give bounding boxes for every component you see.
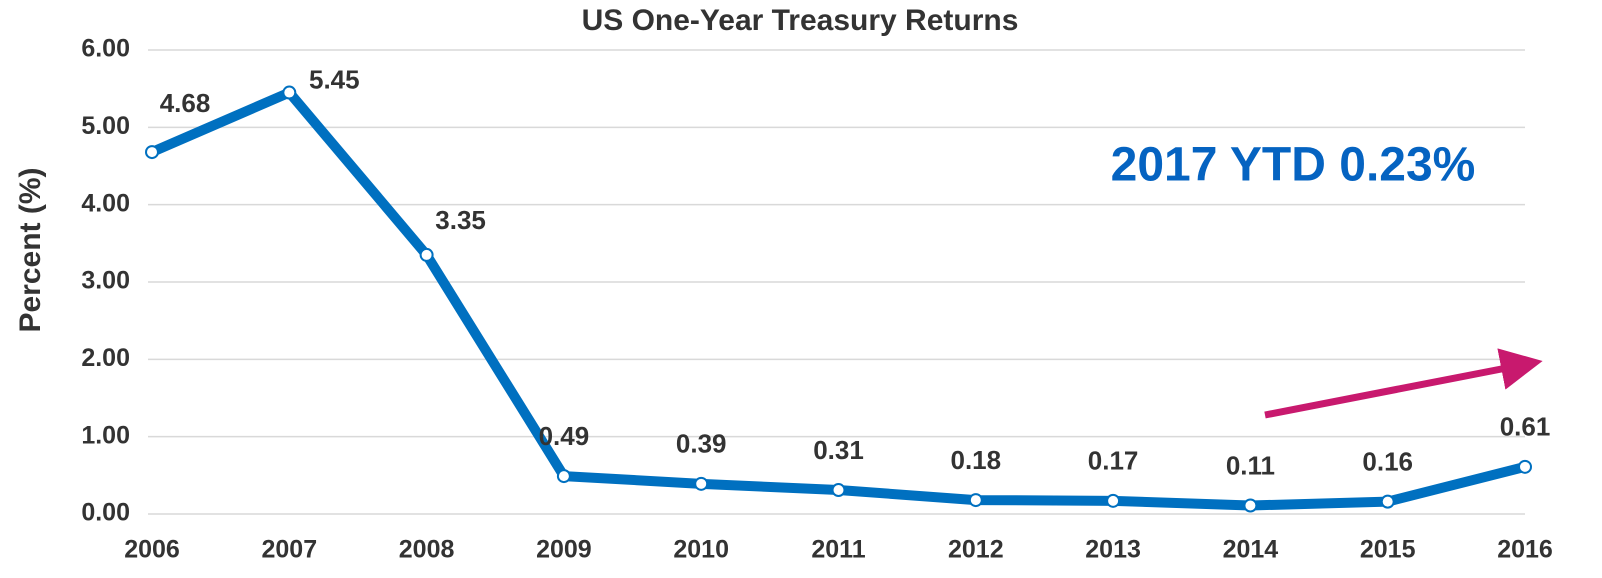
marker bbox=[694, 476, 709, 491]
data-label: 0.61 bbox=[1500, 412, 1551, 442]
x-tick-label: 2011 bbox=[811, 536, 865, 564]
marker bbox=[145, 145, 159, 160]
y-tick-label: 1.00 bbox=[81, 421, 130, 449]
marker bbox=[556, 469, 571, 484]
y-tick-label: 4.00 bbox=[81, 189, 130, 217]
x-tick-label: 2013 bbox=[1085, 536, 1141, 564]
y-tick-label: 0.00 bbox=[81, 499, 130, 527]
data-label: 3.35 bbox=[435, 205, 486, 235]
x-tick-label: 2014 bbox=[1223, 536, 1279, 564]
data-label: 0.39 bbox=[676, 429, 727, 459]
data-label: 0.18 bbox=[950, 445, 1001, 475]
data-label: 0.49 bbox=[539, 421, 590, 451]
x-tick-label: 2008 bbox=[399, 536, 455, 564]
marker bbox=[831, 483, 846, 498]
annotation: 2017 YTD 0.23% bbox=[1111, 139, 1476, 192]
marker bbox=[1518, 459, 1532, 474]
x-tick-label: 2016 bbox=[1497, 536, 1553, 564]
data-label: 5.45 bbox=[309, 64, 360, 94]
marker bbox=[282, 85, 297, 100]
marker bbox=[419, 247, 434, 262]
x-tick-label: 2006 bbox=[124, 536, 180, 564]
data-label: 0.11 bbox=[1226, 450, 1275, 480]
data-label: 0.31 bbox=[813, 435, 864, 465]
marker bbox=[1106, 493, 1121, 508]
data-label: 4.68 bbox=[160, 88, 211, 118]
arrow bbox=[1264, 348, 1543, 419]
marker bbox=[968, 493, 983, 508]
x-tick-label: 2010 bbox=[673, 536, 729, 564]
x-tick-label: 2015 bbox=[1360, 536, 1416, 564]
y-tick-label: 3.00 bbox=[81, 267, 130, 295]
data-label: 0.17 bbox=[1088, 446, 1139, 476]
y-axis-label: Percent (%) bbox=[14, 167, 47, 332]
x-tick-label: 2007 bbox=[261, 536, 317, 564]
marker bbox=[1380, 494, 1395, 509]
x-tick-label: 2009 bbox=[536, 536, 592, 564]
marker bbox=[1243, 498, 1258, 513]
chart-title: US One-Year Treasury Returns bbox=[582, 4, 1019, 37]
y-tick-label: 6.00 bbox=[81, 35, 130, 63]
y-tick-label: 2.00 bbox=[81, 344, 130, 372]
x-tick-label: 2012 bbox=[948, 536, 1004, 564]
y-tick-label: 5.00 bbox=[81, 112, 130, 140]
data-label: 0.16 bbox=[1362, 447, 1413, 477]
